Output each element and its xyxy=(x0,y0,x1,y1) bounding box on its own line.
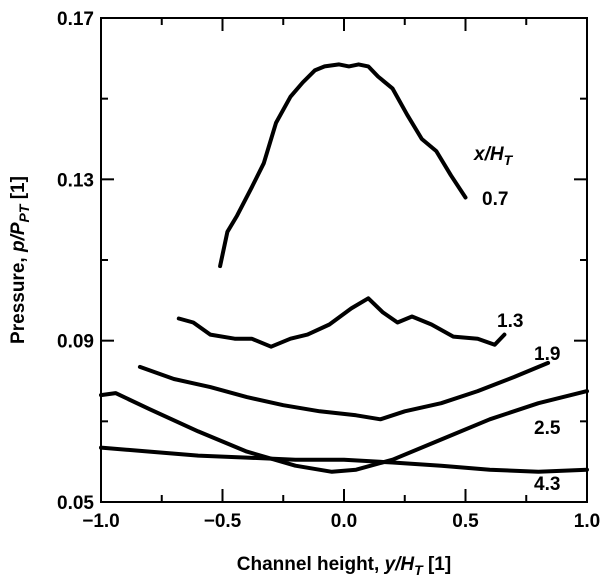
y-axis-title-var: p/P xyxy=(8,222,29,253)
x-axis-title-sub: T xyxy=(414,562,424,578)
series-line-4.3 xyxy=(99,445,589,474)
y-axis-title: Pressure, p/PPT [1] xyxy=(8,176,32,344)
plot-frame xyxy=(100,17,588,503)
series-lines xyxy=(99,62,589,474)
x-axis-title-var: y/H xyxy=(384,554,416,575)
series-label-2.5: 2.5 xyxy=(534,418,561,439)
x-axis-title-main: Channel height, xyxy=(237,554,380,575)
series-line-2.5 xyxy=(99,389,589,474)
series-line-0.7 xyxy=(218,62,468,269)
series-label-4.3: 4.3 xyxy=(534,474,560,495)
series-label-1.9: 1.9 xyxy=(534,344,560,365)
y-axis-title-main: Pressure, xyxy=(8,257,29,344)
x-tick-label: 1.0 xyxy=(574,511,600,532)
x-tick-label: 0.5 xyxy=(452,511,479,532)
x-tick-label: −1.0 xyxy=(82,511,120,532)
y-tick-label: 0.09 xyxy=(57,332,94,353)
y-axis-title-unit: [1] xyxy=(8,176,29,199)
x-tick-label: 0.0 xyxy=(331,511,357,532)
series-line-1.3 xyxy=(176,296,507,349)
y-tick-label: 0.13 xyxy=(57,170,94,191)
series-label-1.3: 1.3 xyxy=(497,311,523,332)
series-line-1.9 xyxy=(137,360,551,422)
y-tick-label: 0.17 xyxy=(57,9,94,30)
x-axis-title: Channel height, y/HT [1] xyxy=(237,554,451,578)
legend-title: x/HT xyxy=(473,144,514,168)
axis-ticks: −1.0 −0.5 0.0 0.5 1.0 0.05 0.09 0.13 0.17 xyxy=(57,9,600,532)
x-tick-label: −0.5 xyxy=(204,511,242,532)
legend-title-sub: T xyxy=(504,152,514,168)
x-axis-title-unit: [1] xyxy=(428,554,451,575)
legend-title-var: x/H xyxy=(473,144,505,165)
series-label-0.7: 0.7 xyxy=(482,189,508,210)
y-axis-title-sub: PT xyxy=(16,203,32,222)
y-tick-label: 0.05 xyxy=(57,493,94,514)
